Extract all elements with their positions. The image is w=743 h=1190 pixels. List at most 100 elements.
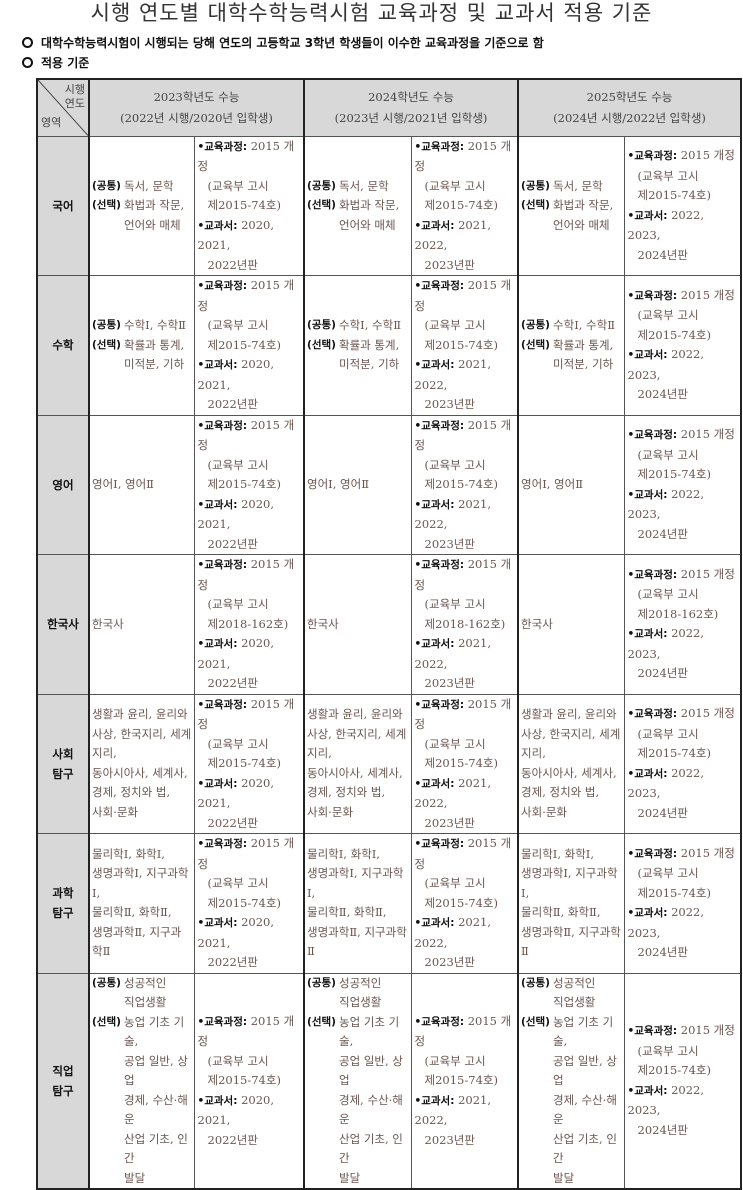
subject-lines: 성공적인 직업생활 bbox=[339, 974, 381, 1013]
subject-group: 영어Ⅰ, 영어Ⅱ bbox=[92, 475, 192, 495]
subject-lines: 영어Ⅰ, 영어Ⅱ bbox=[92, 475, 154, 495]
notice-text: (교육부 고시 bbox=[637, 168, 699, 183]
area-cell: 사회 탐구 bbox=[36, 693, 90, 834]
subject-group-label: (선택) bbox=[521, 199, 550, 211]
curriculum-line: •교육과정: 2015 개정 bbox=[415, 834, 515, 874]
subject-group: (선택) 확률과 통계, 미적분, 기하 bbox=[307, 336, 409, 375]
note-standard: 적용 기준 bbox=[22, 54, 89, 71]
curriculum-info-cell: •교육과정: 2015 개정 (교육부 고시 제2015-74호) •교과서: 202… bbox=[193, 414, 305, 555]
subject-text: 물리학Ⅱ, 화학Ⅱ, bbox=[92, 905, 172, 920]
notice-text: 제2015-74호) bbox=[637, 327, 711, 342]
subject-text: 산업 기초, 인간 bbox=[553, 1131, 617, 1166]
notice-text: (교육부 고시 bbox=[424, 318, 486, 332]
subject-text: 물리학Ⅰ, 화학Ⅰ, bbox=[92, 846, 165, 861]
subject-group-label: (공통) bbox=[521, 179, 550, 192]
corner-header: 시행 연도 영역 bbox=[36, 78, 90, 137]
notice-text: (교육부 고시 bbox=[424, 178, 486, 193]
area-label: 과학 bbox=[52, 886, 74, 901]
subject-group: (공통) 독서, 문학 bbox=[521, 177, 622, 197]
table-row: 수학 (공통) 수학Ⅰ, 수학Ⅱ (선택) 확률과 통계, 미적분, 기하 •교육과정: 2… bbox=[36, 275, 742, 416]
textbook-line: •교과서: 2022, 2023, bbox=[628, 1081, 738, 1121]
subject-group: 한국사 bbox=[307, 615, 409, 635]
subject-group-label: (선택) bbox=[521, 1015, 550, 1028]
curriculum-info-cell: •교육과정: 2015 개정 (교육부 고시 제2015-74호) •교과서: 202… bbox=[410, 833, 519, 974]
subject-group-label: (선택) bbox=[307, 1015, 336, 1028]
curriculum-label: 교육과정: bbox=[204, 838, 248, 850]
textbook-line: •교과서: 2020, 2021, bbox=[198, 774, 301, 814]
subjects-cell: (공통) 성공적인 직업생활 (선택) 농업 기초 기술, 공업 일반, 상업 경제, 수산… bbox=[517, 972, 625, 1190]
area-cell: 수학 bbox=[36, 275, 90, 416]
curriculum-info-cell: •교육과정: 2015 개정 (교육부 고시 제2018-162호) •교과서: 20… bbox=[410, 554, 519, 695]
curriculum-info-cell: •교육과정: 2015 개정 (교육부 고시 제2015-74호) •교과서: 202… bbox=[623, 972, 742, 1190]
textbook-label: 교과서: bbox=[421, 219, 455, 232]
subject-group-label: (공통) bbox=[92, 976, 121, 989]
textbook-edition: 2023년판 bbox=[424, 257, 475, 272]
subjects-cell: 영어Ⅰ, 영어Ⅱ bbox=[88, 414, 195, 555]
subject-lines: 성공적인 직업생활 bbox=[553, 974, 595, 1013]
curriculum-line: •교육과정: 2015 개정 bbox=[415, 695, 515, 735]
subject-group: (선택) 화법과 작문, 언어와 매체 bbox=[92, 196, 192, 235]
textbook-line: •교과서: 2022, 2023, bbox=[628, 624, 738, 664]
notice-text: (교육부 고시 bbox=[207, 318, 269, 332]
textbook-years: 2021, 2022, bbox=[414, 636, 492, 671]
subject-group: (공통) 수학Ⅰ, 수학Ⅱ bbox=[307, 316, 409, 336]
textbook-label: 교과서: bbox=[634, 1084, 668, 1097]
subject-text: 확률과 통계, bbox=[553, 337, 614, 352]
note-text: 적용 기준 bbox=[41, 56, 90, 70]
curriculum-line: •교육과정: 2015 개정 bbox=[628, 844, 738, 865]
textbook-label: 교과서: bbox=[204, 1094, 238, 1107]
curriculum-line: •교육과정: 2015 개정 bbox=[628, 704, 738, 725]
textbook-years: 2020, 2021, bbox=[197, 357, 275, 392]
notice-text: (교육부 고시 bbox=[207, 876, 269, 890]
subject-group: (선택) 화법과 작문, 언어와 매체 bbox=[521, 196, 622, 235]
subject-text: 공업 일반, 상업 bbox=[339, 1053, 403, 1088]
subject-text: 농업 기초 기술, bbox=[124, 1014, 185, 1049]
subjects-cell: 한국사 bbox=[88, 554, 195, 695]
year-sub: (2022년 시행/2020년 입학생) bbox=[120, 110, 273, 125]
subject-group: (공통) 독서, 문학 bbox=[307, 177, 409, 197]
area-label: 한국사 bbox=[47, 617, 79, 632]
textbook-line: •교과서: 2021, 2022, bbox=[415, 216, 515, 256]
bullet: • bbox=[414, 140, 422, 153]
year-sub: (2023년 시행/2021년 입학생) bbox=[334, 110, 488, 125]
curriculum-label: 교육과정: bbox=[421, 698, 465, 711]
area-cell: 국어 bbox=[36, 135, 90, 276]
bullet: • bbox=[627, 1084, 635, 1097]
subject-lines: 생활과 윤리, 윤리와 사상, 한국지리, 세계지리, 동아시아사, 세계사, 경제,… bbox=[521, 705, 622, 822]
subject-text: 언어와 매체 bbox=[553, 217, 610, 232]
notice-text: 제2015-74호) bbox=[207, 198, 281, 212]
curriculum-line: •교육과정: 2015 개정 bbox=[628, 1021, 738, 1042]
subject-lines: 농업 기초 기술, 공업 일반, 상업 경제, 수산·해운 산업 기초, 인간 발달 bbox=[124, 1013, 192, 1189]
curriculum-info-cell: •교육과정: 2015 개정 (교육부 고시 제2015-74호) •교과서: 202… bbox=[410, 135, 519, 276]
area-label: 영어 bbox=[52, 477, 74, 492]
subject-lines: 한국사 bbox=[307, 615, 339, 635]
notice-text: 제2015-74호) bbox=[637, 1063, 711, 1078]
subject-group-label: (공통) bbox=[521, 319, 550, 331]
subject-group: 생활과 윤리, 윤리와 사상, 한국지리, 세계지리, 동아시아사, 세계사, 경제,… bbox=[307, 705, 409, 822]
textbook-line: •교과서: 2022, 2023, bbox=[628, 345, 738, 385]
subject-text: 물리학Ⅱ, 화학Ⅱ, bbox=[307, 905, 387, 920]
notice-text: (교육부 고시 bbox=[424, 597, 486, 611]
subject-lines: 물리학Ⅰ, 화학Ⅰ, 생명과학Ⅰ, 지구과학Ⅰ, 물리학Ⅱ, 화학Ⅱ, 생명과학Ⅱ, … bbox=[92, 845, 192, 962]
textbook-years: 2021, 2022, bbox=[414, 775, 492, 811]
textbook-line: •교과서: 2020, 2021, bbox=[198, 355, 301, 395]
notice-text: 제2018-162호) bbox=[424, 616, 506, 631]
curriculum-line: •교육과정: 2015 개정 bbox=[628, 286, 738, 307]
notice-text: 제2015-74호) bbox=[424, 756, 498, 770]
subject-text: 성공적인 bbox=[553, 975, 596, 990]
year-header: 2024학년도 수능 (2023년 시행/2021년 입학생) bbox=[303, 78, 519, 137]
subject-group-label: (공통) bbox=[92, 179, 121, 192]
curriculum-line: •교육과정: 2015 개정 bbox=[198, 555, 301, 595]
bullet: • bbox=[414, 917, 422, 929]
bullet: • bbox=[627, 150, 635, 163]
subject-text: 영어Ⅰ, 영어Ⅱ bbox=[307, 477, 370, 491]
subject-text: 사상, 한국지리, 세계지리, bbox=[521, 726, 621, 761]
subject-text: 언어와 매체 bbox=[124, 217, 181, 232]
curriculum-label: 교육과정: bbox=[421, 140, 465, 153]
corner-label: 연도 bbox=[64, 97, 85, 110]
subject-group: 영어Ⅰ, 영어Ⅱ bbox=[521, 475, 622, 495]
curriculum-info-cell: •교육과정: 2015 개정 (교육부 고시 제2015-74호) •교과서: 202… bbox=[623, 414, 742, 555]
subject-text: 미적분, 기하 bbox=[124, 357, 185, 371]
notice-text: (교육부 고시 bbox=[637, 866, 699, 881]
year-header: 2023학년도 수능 (2022년 시행/2020년 입학생) bbox=[87, 78, 305, 137]
